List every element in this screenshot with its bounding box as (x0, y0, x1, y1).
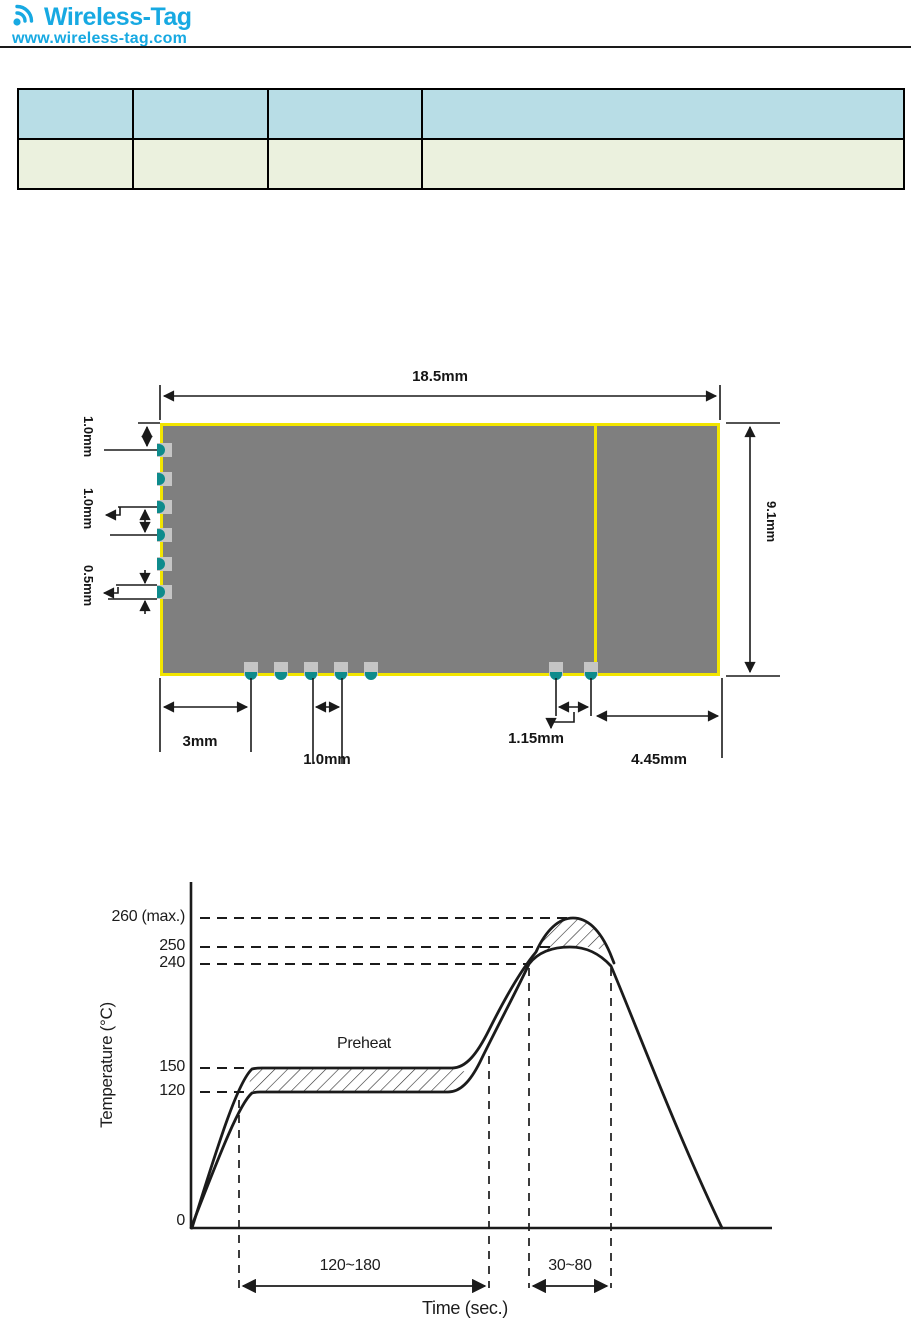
module-pad (549, 662, 563, 680)
module-pad (584, 662, 598, 680)
module-pad (244, 662, 258, 680)
peak-tolerance-zone (537, 918, 608, 954)
brand-name: Wireless-Tag (44, 3, 192, 31)
module-pad (157, 528, 172, 542)
spec-table (17, 88, 905, 190)
table-cell (269, 140, 423, 188)
dim-top-offset: 1.0mm (81, 416, 96, 458)
table-cell (134, 140, 269, 188)
table-cell (19, 90, 134, 140)
ytick-250: 250 (159, 937, 185, 954)
dim-board-height: 9.1mm (764, 501, 779, 543)
module-pad (157, 472, 172, 486)
dim-bottom-pitch: 1.0mm (303, 751, 351, 768)
module-pad (274, 662, 288, 680)
module-pad (334, 662, 348, 680)
module-pad (157, 443, 172, 457)
dim-antenna-width: 4.45mm (631, 751, 687, 768)
module-pad (364, 662, 378, 680)
table-cell (423, 140, 903, 188)
antenna-region-divider (594, 426, 597, 673)
dim-left-pad-size: 0.5mm (81, 565, 96, 607)
dim-board-width: 18.5mm (412, 368, 468, 385)
table-cell (423, 90, 903, 140)
dim-bottom-right-pitch: 1.15mm (508, 730, 564, 747)
y-axis-title: Temperature (°C) (97, 1002, 116, 1128)
brand-website: www.wireless-tag.com (12, 30, 188, 47)
dim-bottom-offset: 3mm (182, 733, 218, 750)
ytick-240: 240 (159, 954, 185, 971)
ytick-120: 120 (159, 1082, 185, 1099)
table-cell (269, 90, 423, 140)
ytick-0: 0 (176, 1212, 185, 1229)
x-axis-title: Time (sec.) (421, 1298, 509, 1318)
preheat-window-label: 120~180 (319, 1257, 381, 1274)
module-board (160, 423, 720, 676)
module-dimension-diagram: 18.5mm 1.0mm 1.0mm 0.5mm 3mm 1.0mm 1.15m… (0, 360, 911, 772)
profile-upper-bound (190, 916, 616, 1230)
ytick-260-max: 260 (max.) (111, 908, 186, 925)
reflow-profile-chart: 260 (max.) 250 240 150 120 0 Temperature… (0, 860, 911, 1331)
module-pad (157, 500, 172, 514)
module-pad (157, 557, 172, 571)
reflow-window-label: 30~80 (548, 1257, 592, 1274)
page-header: Wireless-Tag www.wireless-tag.com (10, 2, 192, 48)
preheat-tolerance-zone (249, 1069, 477, 1091)
module-pad (157, 585, 172, 599)
header-divider (0, 46, 911, 48)
table-cell (134, 90, 269, 140)
module-pad (304, 662, 318, 680)
profile-lower-bound (189, 945, 724, 1230)
ytick-150: 150 (159, 1058, 185, 1075)
table-cell (19, 140, 134, 188)
dim-left-pitch: 1.0mm (81, 488, 96, 530)
brand-logo-icon (10, 2, 40, 33)
preheat-label: Preheat (337, 1035, 391, 1052)
